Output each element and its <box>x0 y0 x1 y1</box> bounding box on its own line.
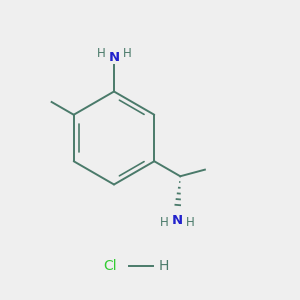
Text: H: H <box>97 47 106 60</box>
Text: H: H <box>160 216 169 229</box>
Text: H: H <box>159 259 169 272</box>
Text: H: H <box>122 47 131 60</box>
Text: N: N <box>172 214 183 227</box>
Text: N: N <box>108 51 120 64</box>
Text: H: H <box>185 216 194 229</box>
Text: Cl: Cl <box>103 259 117 272</box>
